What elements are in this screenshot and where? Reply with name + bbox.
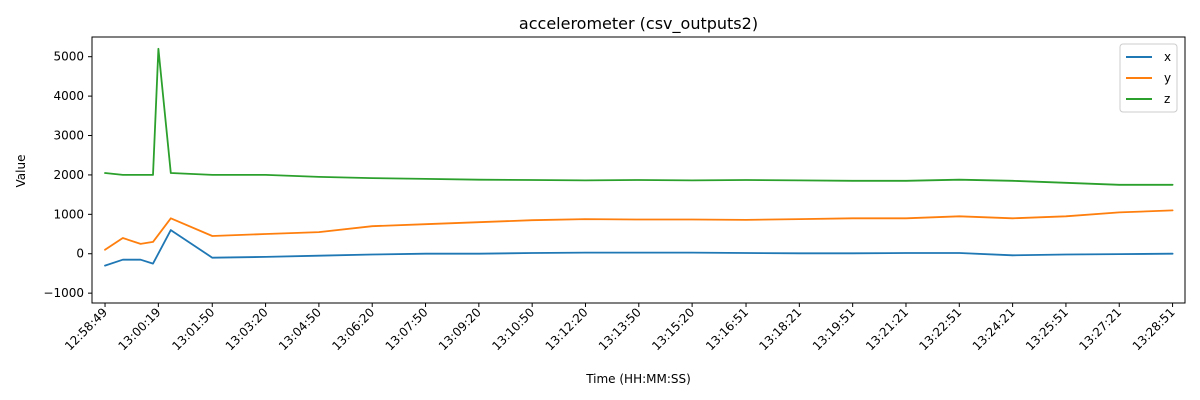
- series-line-x: [104, 229, 1174, 267]
- y-tick-label: 1000: [53, 207, 84, 221]
- chart-title: accelerometer (csv_outputs2): [519, 14, 758, 34]
- x-axis-label: Time (HH:MM:SS): [585, 372, 691, 386]
- legend-label-y: y: [1164, 71, 1171, 85]
- series-layer: [104, 47, 1174, 267]
- y-tick-label: 4000: [53, 89, 84, 103]
- legend-label-x: x: [1164, 50, 1171, 64]
- y-tick-label: 5000: [53, 50, 84, 64]
- y-tick-label: 3000: [53, 129, 84, 143]
- y-tick-label: 0: [76, 247, 84, 261]
- y-axis-label: Value: [14, 155, 28, 188]
- series-line-y: [104, 209, 1174, 251]
- series-line-z: [104, 47, 1174, 186]
- y-tick-label: 2000: [53, 168, 84, 182]
- legend-label-z: z: [1164, 92, 1170, 106]
- legend: xyz: [1119, 43, 1178, 113]
- y-tick-label: −1000: [43, 286, 84, 300]
